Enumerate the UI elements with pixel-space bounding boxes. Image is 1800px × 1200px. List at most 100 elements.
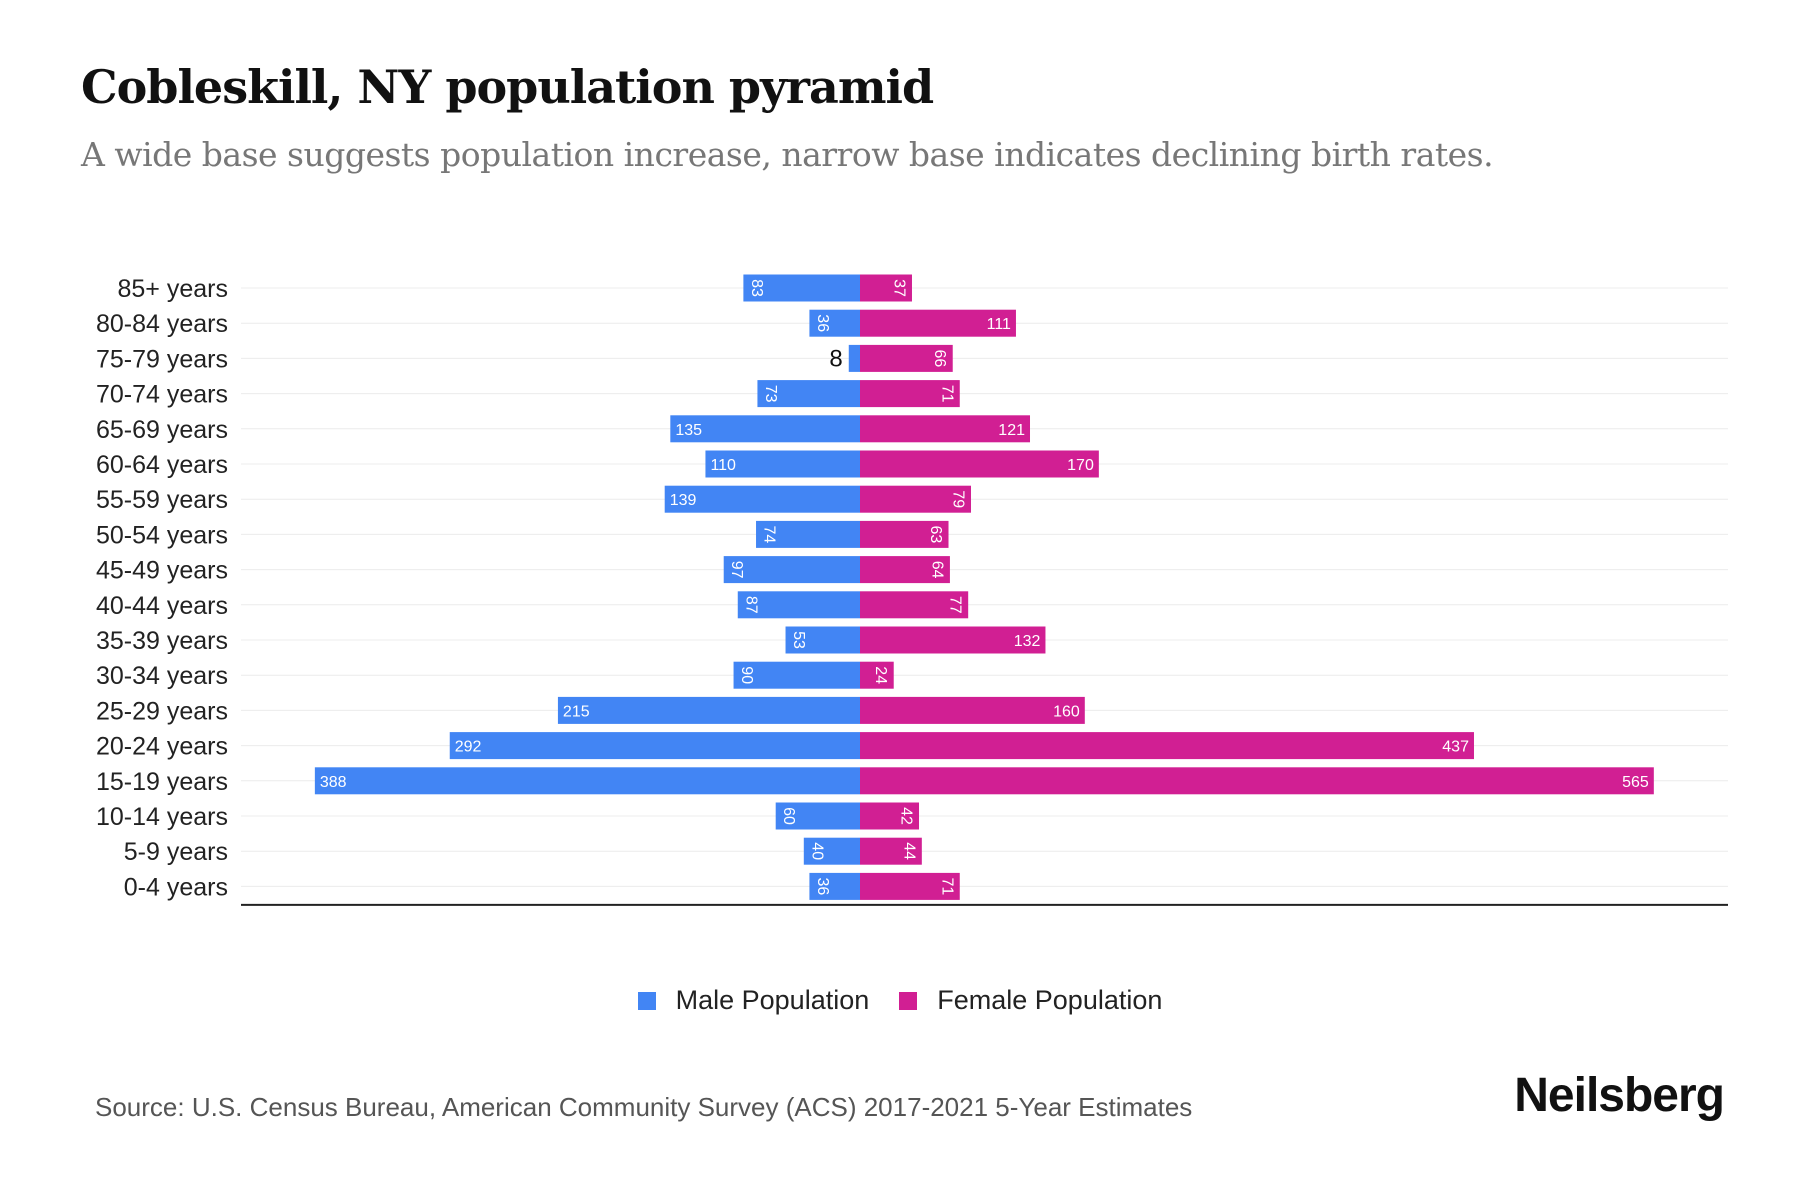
data-label: 437 [1442, 739, 1469, 756]
pyramid-chart: 85+ years 83 37 80-84 years 36 111 75-79 years… [96, 274, 1728, 906]
data-label: 66 [931, 350, 948, 368]
legend-item-male: Male Population [637, 985, 870, 1016]
y-tick-label: 20-24 years [96, 733, 228, 761]
data-label: 53 [790, 631, 807, 649]
bar-male [756, 520, 860, 548]
data-label: 73 [762, 385, 779, 403]
data-label: 37 [890, 279, 907, 297]
chart-title: Cobleskill, NY population pyramid [81, 60, 934, 114]
bar-female [860, 380, 960, 408]
data-label: 139 [670, 492, 697, 509]
bar-male [557, 696, 860, 724]
data-label: 60 [780, 807, 797, 825]
data-label: 71 [938, 878, 955, 896]
y-tick-label: 75-79 years [96, 345, 228, 373]
y-tick-label: 80-84 years [96, 310, 228, 338]
legend-swatch-male [637, 991, 656, 1010]
y-tick-label: 25-29 years [96, 697, 228, 725]
legend-label-male: Male Population [675, 985, 870, 1015]
y-tick-label: 70-74 years [96, 381, 228, 409]
y-tick-label: 85+ years [118, 275, 229, 303]
legend-label-female: Female Population [937, 985, 1163, 1015]
y-tick-label: 30-34 years [96, 662, 228, 690]
data-label: 36 [814, 878, 831, 896]
bar-male [848, 344, 860, 372]
bar-female [860, 556, 950, 584]
data-label: 110 [710, 457, 736, 474]
bar-female [860, 450, 1099, 478]
data-label: 79 [949, 490, 966, 508]
data-label: 77 [947, 596, 964, 614]
data-label: 42 [898, 807, 915, 825]
bar-female [860, 661, 894, 689]
bar-female [860, 626, 1046, 654]
data-label: 74 [761, 526, 778, 544]
data-label: 83 [748, 279, 765, 297]
bar-male [809, 309, 860, 337]
bar-male [314, 767, 860, 795]
bar-male [757, 380, 860, 408]
y-tick-label: 50-54 years [96, 521, 228, 549]
data-label: 292 [455, 739, 482, 756]
data-label: 135 [675, 422, 702, 439]
bar-male [809, 872, 860, 900]
data-label: 215 [563, 703, 590, 720]
bar-female [860, 415, 1031, 443]
bar-male [449, 732, 860, 760]
bar-male [733, 661, 860, 689]
y-tick-label: 0-4 years [124, 873, 228, 901]
bar-male [803, 837, 860, 865]
bar-male [785, 626, 860, 654]
data-label: 64 [928, 561, 945, 579]
legend-swatch-female [899, 991, 918, 1010]
bar-female [860, 485, 971, 513]
bar-female [860, 591, 969, 619]
y-tick-label: 35-39 years [96, 627, 228, 655]
y-tick-label: 55-59 years [96, 486, 228, 514]
legend-item-female: Female Population [899, 985, 1162, 1016]
source-note: Source: U.S. Census Bureau, American Com… [95, 1092, 1193, 1122]
bar-female [860, 696, 1085, 724]
legend: Male Population Female Population [0, 985, 1800, 1016]
data-label: 40 [808, 842, 825, 860]
bar-female [860, 344, 953, 372]
data-label: 87 [742, 596, 759, 614]
bar-female [860, 732, 1474, 760]
bar-male [670, 415, 860, 443]
y-tick-label: 10-14 years [96, 803, 228, 831]
data-label: 132 [1014, 633, 1041, 650]
bar-female [860, 802, 920, 830]
bar-female [860, 520, 949, 548]
bar-female [860, 309, 1016, 337]
brand-logo: Neilsberg [1514, 1069, 1725, 1122]
bar-male [743, 274, 860, 302]
data-label: 44 [900, 842, 917, 860]
y-tick-label: 65-69 years [96, 416, 228, 444]
bar-male [737, 591, 860, 619]
data-label: 90 [738, 666, 755, 684]
data-label: 97 [728, 561, 745, 579]
data-label: 36 [814, 314, 831, 332]
data-label: 388 [320, 774, 347, 791]
bar-female [860, 837, 922, 865]
data-label: 170 [1067, 457, 1094, 474]
chart-subtitle: A wide base suggests population increase… [81, 135, 1494, 174]
data-label: 71 [938, 385, 955, 403]
bar-female [860, 274, 912, 302]
bar-female [860, 767, 1654, 795]
bar-male [664, 485, 860, 513]
y-tick-label: 60-64 years [96, 451, 228, 479]
bar-male [723, 556, 860, 584]
bar-female [860, 872, 960, 900]
data-label: 565 [1622, 774, 1649, 791]
bar-male [775, 802, 860, 830]
data-label: 121 [998, 422, 1025, 439]
data-label: 160 [1053, 703, 1080, 720]
data-label: 111 [987, 316, 1011, 333]
data-label: 63 [927, 526, 944, 544]
y-tick-label: 40-44 years [96, 592, 228, 620]
y-tick-label: 5-9 years [124, 838, 228, 866]
data-label: 24 [872, 666, 889, 684]
data-label: 8 [829, 345, 842, 372]
y-tick-label: 45-49 years [96, 557, 228, 585]
